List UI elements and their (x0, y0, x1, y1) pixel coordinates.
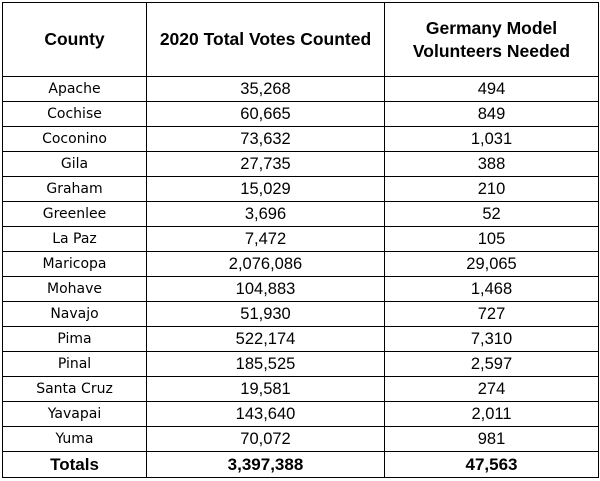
totals-row: Totals 3,397,388 47,563 (2, 451, 599, 478)
volunteers-cell: 7,310 (384, 326, 599, 352)
volunteers-cell: 2,011 (384, 401, 599, 427)
volunteers-cell: 105 (384, 226, 599, 252)
county-cell: Maricopa (2, 251, 147, 277)
table-row: Coconino 73,632 1,031 (2, 126, 599, 152)
votes-cell: 27,735 (146, 151, 385, 177)
votes-cell: 7,472 (146, 226, 385, 252)
table-row: Pima 522,174 7,310 (2, 326, 599, 352)
votes-cell: 35,268 (146, 76, 385, 102)
votes-cell: 3,696 (146, 201, 385, 227)
county-cell: Yuma (2, 426, 147, 452)
table-row: Apache 35,268 494 (2, 76, 599, 102)
votes-cell: 19,581 (146, 376, 385, 402)
volunteers-cell: 849 (384, 101, 599, 127)
county-cell: Gila (2, 151, 147, 177)
votes-cell: 185,525 (146, 351, 385, 377)
votes-cell: 522,174 (146, 326, 385, 352)
header-row: County 2020 Total Votes Counted Germany … (2, 2, 599, 77)
totals-votes: 3,397,388 (146, 451, 385, 478)
table-row: Yuma 70,072 981 (2, 426, 599, 452)
county-cell: Cochise (2, 101, 147, 127)
county-cell: La Paz (2, 226, 147, 252)
table-row: Pinal 185,525 2,597 (2, 351, 599, 377)
table-body: Apache 35,268 494 Cochise 60,665 849 Coconino 7… (2, 76, 599, 452)
county-cell: Yavapai (2, 401, 147, 427)
county-cell: Pinal (2, 351, 147, 377)
table-row: Mohave 104,883 1,468 (2, 276, 599, 302)
county-cell: Navajo (2, 301, 147, 327)
volunteers-cell: 494 (384, 76, 599, 102)
volunteers-cell: 1,468 (384, 276, 599, 302)
county-cell: Apache (2, 76, 147, 102)
county-cell: Graham (2, 176, 147, 202)
header-volunteers-needed: Germany Model Volunteers Needed (384, 2, 599, 77)
votes-cell: 2,076,086 (146, 251, 385, 277)
county-cell: Coconino (2, 126, 147, 152)
votes-cell: 104,883 (146, 276, 385, 302)
votes-cell: 60,665 (146, 101, 385, 127)
votes-cell: 143,640 (146, 401, 385, 427)
totals-volunteers: 47,563 (384, 451, 599, 478)
volunteers-cell: 274 (384, 376, 599, 402)
totals-label: Totals (2, 451, 147, 478)
county-cell: Pima (2, 326, 147, 352)
header-total-votes: 2020 Total Votes Counted (146, 2, 385, 77)
table-row: Maricopa 2,076,086 29,065 (2, 251, 599, 277)
votes-cell: 70,072 (146, 426, 385, 452)
volunteers-cell: 981 (384, 426, 599, 452)
volunteers-cell: 210 (384, 176, 599, 202)
votes-cell: 73,632 (146, 126, 385, 152)
table-row: Yavapai 143,640 2,011 (2, 401, 599, 427)
volunteers-cell: 2,597 (384, 351, 599, 377)
table-row: Gila 27,735 388 (2, 151, 599, 177)
volunteers-cell: 29,065 (384, 251, 599, 277)
table-row: La Paz 7,472 105 (2, 226, 599, 252)
volunteers-cell: 388 (384, 151, 599, 177)
table-row: Navajo 51,930 727 (2, 301, 599, 327)
table-row: Santa Cruz 19,581 274 (2, 376, 599, 402)
table-row: Graham 15,029 210 (2, 176, 599, 202)
votes-cell: 15,029 (146, 176, 385, 202)
volunteers-cell: 1,031 (384, 126, 599, 152)
votes-cell: 51,930 (146, 301, 385, 327)
table-row: Cochise 60,665 849 (2, 101, 599, 127)
volunteers-cell: 727 (384, 301, 599, 327)
county-cell: Greenlee (2, 201, 147, 227)
county-cell: Santa Cruz (2, 376, 147, 402)
county-cell: Mohave (2, 276, 147, 302)
header-county: County (2, 2, 147, 77)
table-row: Greenlee 3,696 52 (2, 201, 599, 227)
volunteers-cell: 52 (384, 201, 599, 227)
